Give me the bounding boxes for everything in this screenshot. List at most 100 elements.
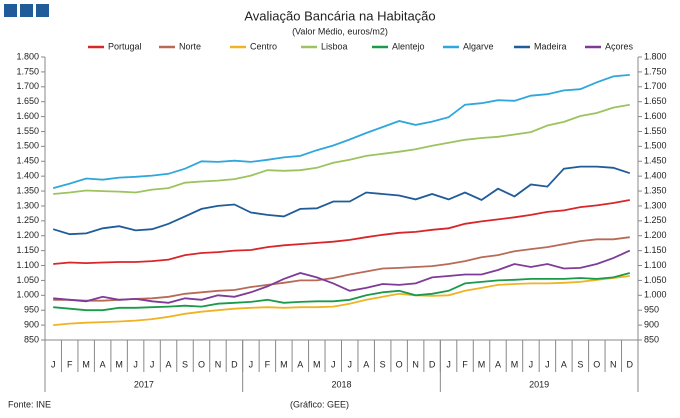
y2-tick-label: 950 [644, 305, 659, 315]
x-tick-label: F [265, 359, 271, 369]
year-label: 2019 [529, 379, 549, 389]
x-tick-label: N [610, 359, 617, 369]
y2-tick-label: 1.500 [644, 141, 667, 151]
x-tick-label: O [396, 359, 403, 369]
x-tick-label: A [297, 359, 303, 369]
y-tick-label: 1.700 [16, 81, 39, 91]
credit: (Gráfico: GEE) [290, 399, 349, 409]
y2-tick-label: 1.300 [644, 200, 667, 210]
x-tick-label: D [627, 359, 634, 369]
series-line [53, 272, 631, 312]
y-tick-label: 1.500 [16, 141, 39, 151]
y2-tick-label: 1.800 [644, 51, 667, 61]
y-tick-label: 1.000 [16, 290, 39, 300]
y-tick-label: 1.250 [16, 215, 39, 225]
legend-label: Algarve [463, 41, 494, 51]
series-line [52, 165, 631, 236]
legend-label: Açores [605, 41, 634, 51]
x-tick-label: M [82, 359, 90, 369]
y-tick-label: 1.150 [16, 245, 39, 255]
x-tick-label: A [100, 359, 106, 369]
y2-tick-label: 1.750 [644, 66, 667, 76]
y-tick-label: 1.350 [16, 185, 39, 195]
series-line [53, 199, 630, 265]
y2-tick-label: 1.450 [644, 156, 667, 166]
legend-label: Norte [179, 41, 201, 51]
series-line [52, 74, 630, 189]
y2-tick-label: 1.100 [644, 260, 667, 270]
x-tick-label: S [577, 359, 583, 369]
logo-square [36, 4, 49, 17]
year-label: 2017 [134, 379, 154, 389]
y-tick-label: 1.300 [16, 200, 39, 210]
x-tick-label: J [249, 359, 254, 369]
legend-label: Portugal [108, 41, 142, 51]
legend-label: Centro [250, 41, 277, 51]
x-tick-label: F [462, 359, 468, 369]
y-tick-label: 1.100 [16, 260, 39, 270]
y2-tick-label: 1.700 [644, 81, 667, 91]
y2-tick-label: 1.550 [644, 126, 667, 136]
x-tick-label: M [511, 359, 519, 369]
y2-tick-label: 1.200 [644, 230, 667, 240]
series-line [53, 103, 630, 195]
x-tick-label: M [280, 359, 288, 369]
y-tick-label: 1.550 [16, 126, 39, 136]
x-tick-label: D [231, 359, 238, 369]
y2-tick-label: 1.400 [644, 171, 667, 181]
x-tick-label: J [150, 359, 155, 369]
y2-tick-label: 1.050 [644, 275, 667, 285]
x-tick-label: F [67, 359, 73, 369]
legend-label: Alentejo [392, 41, 425, 51]
y2-tick-label: 1.650 [644, 96, 667, 106]
x-tick-label: A [166, 359, 172, 369]
x-tick-label: D [429, 359, 436, 369]
x-tick-label: M [478, 359, 486, 369]
logo-square [4, 4, 17, 17]
x-tick-label: A [561, 359, 567, 369]
series-line [53, 236, 630, 302]
chart-title: Avaliação Bancária na Habitação [244, 8, 435, 23]
y2-tick-label: 1.350 [644, 185, 667, 195]
y-tick-label: 1.750 [16, 66, 39, 76]
y-tick-label: 900 [24, 319, 39, 329]
x-tick-label: J [51, 359, 56, 369]
x-tick-label: N [215, 359, 222, 369]
legend-label: Lisboa [321, 41, 348, 51]
y2-tick-label: 850 [644, 334, 659, 344]
x-tick-label: J [133, 359, 138, 369]
x-tick-label: A [495, 359, 501, 369]
x-tick-label: O [593, 359, 600, 369]
x-tick-label: J [529, 359, 534, 369]
y-tick-label: 1.400 [16, 171, 39, 181]
x-tick-label: J [347, 359, 352, 369]
y-tick-label: 1.800 [16, 51, 39, 61]
x-tick-label: M [115, 359, 123, 369]
y2-tick-label: 1.000 [644, 290, 667, 300]
y2-tick-label: 1.250 [644, 215, 667, 225]
x-tick-label: S [380, 359, 386, 369]
y-tick-label: 1.450 [16, 156, 39, 166]
source: Fonte: INE [8, 399, 51, 409]
y2-tick-label: 1.150 [644, 245, 667, 255]
x-tick-label: J [545, 359, 550, 369]
series-line [53, 249, 631, 304]
series-line [53, 275, 630, 326]
y-tick-label: 1.600 [16, 111, 39, 121]
chart-subtitle: (Valor Médio, euros/m2) [292, 26, 388, 36]
x-tick-label: M [313, 359, 321, 369]
year-label: 2018 [331, 379, 351, 389]
x-tick-label: J [446, 359, 451, 369]
y-tick-label: 1.050 [16, 275, 39, 285]
y-tick-label: 950 [24, 305, 39, 315]
y-tick-label: 1.650 [16, 96, 39, 106]
x-tick-label: O [198, 359, 205, 369]
y-tick-label: 1.200 [16, 230, 39, 240]
x-tick-label: N [412, 359, 419, 369]
x-tick-label: A [363, 359, 369, 369]
y2-tick-label: 1.600 [644, 111, 667, 121]
y2-tick-label: 900 [644, 319, 659, 329]
logo-square [20, 4, 33, 17]
y-tick-label: 850 [24, 334, 39, 344]
